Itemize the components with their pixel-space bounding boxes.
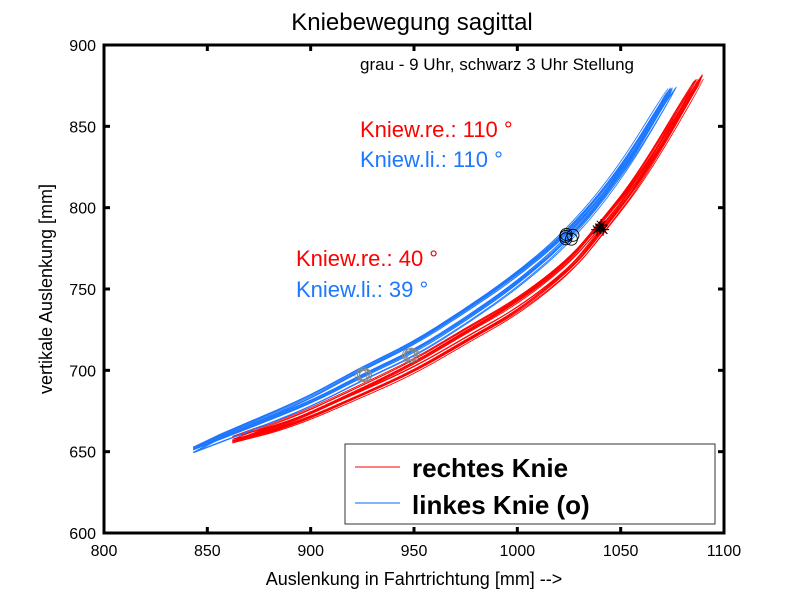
legend: rechtes Knie linkes Knie (o) bbox=[344, 443, 716, 525]
plot-markers bbox=[354, 219, 610, 383]
x-tick-label: 1100 bbox=[707, 543, 742, 560]
series-1-cycle-path bbox=[192, 88, 669, 450]
x-tick-label: 900 bbox=[297, 543, 324, 560]
y-tick-label: 650 bbox=[69, 445, 96, 462]
marker-asterisk bbox=[598, 225, 608, 235]
marker-circle bbox=[559, 227, 573, 241]
annotation-kniew-li-110: Kniew.li.: 110 ° bbox=[360, 147, 503, 172]
legend-label-right-knee: rechtes Knie bbox=[412, 453, 568, 483]
legend-box bbox=[344, 443, 716, 525]
axis-ticks: 800 850 900 950 1000 1050 1100 600 650 700 750 800 8… bbox=[69, 38, 741, 560]
y-tick-label: 850 bbox=[69, 119, 96, 136]
x-tick-label: 850 bbox=[194, 543, 221, 560]
y-axis-label: vertikale Auslenkung [mm] bbox=[36, 184, 56, 394]
x-tick-label: 800 bbox=[91, 543, 118, 560]
series-0-cycle-path bbox=[232, 76, 702, 440]
annotation-kniew-re-40: Kniew.re.: 40 ° bbox=[296, 246, 438, 271]
series-1-cycle-path bbox=[192, 87, 673, 449]
y-tick-label: 600 bbox=[69, 526, 96, 543]
annotation-kniew-re-110: Kniew.re.: 110 ° bbox=[360, 117, 513, 142]
y-tick-label: 700 bbox=[69, 363, 96, 380]
x-tick-label: 950 bbox=[401, 543, 428, 560]
series-1-cycle-path bbox=[193, 89, 671, 451]
series-0-cycle-path bbox=[232, 80, 701, 444]
x-tick-label: 1050 bbox=[603, 543, 639, 560]
annotation-kniew-li-39: Kniew.li.: 39 ° bbox=[296, 277, 428, 302]
annotation-clock-note: grau - 9 Uhr, schwarz 3 Uhr Stellung bbox=[360, 55, 634, 74]
marker-circle bbox=[566, 228, 580, 242]
x-tick-label: 1000 bbox=[500, 543, 536, 560]
chart-title: Kniebewegung sagittal bbox=[291, 9, 533, 36]
marker-circle bbox=[356, 368, 370, 382]
plot-curves bbox=[192, 74, 704, 454]
y-tick-label: 800 bbox=[69, 201, 96, 218]
legend-label-left-knee: linkes Knie (o) bbox=[412, 490, 590, 520]
y-tick-label: 900 bbox=[69, 38, 96, 55]
x-axis-label: Auslenkung in Fahrtrichtung [mm] --> bbox=[266, 569, 563, 589]
series-1-cycle-path bbox=[193, 91, 672, 453]
marker-circle bbox=[402, 348, 415, 362]
y-tick-label: 750 bbox=[69, 282, 96, 299]
